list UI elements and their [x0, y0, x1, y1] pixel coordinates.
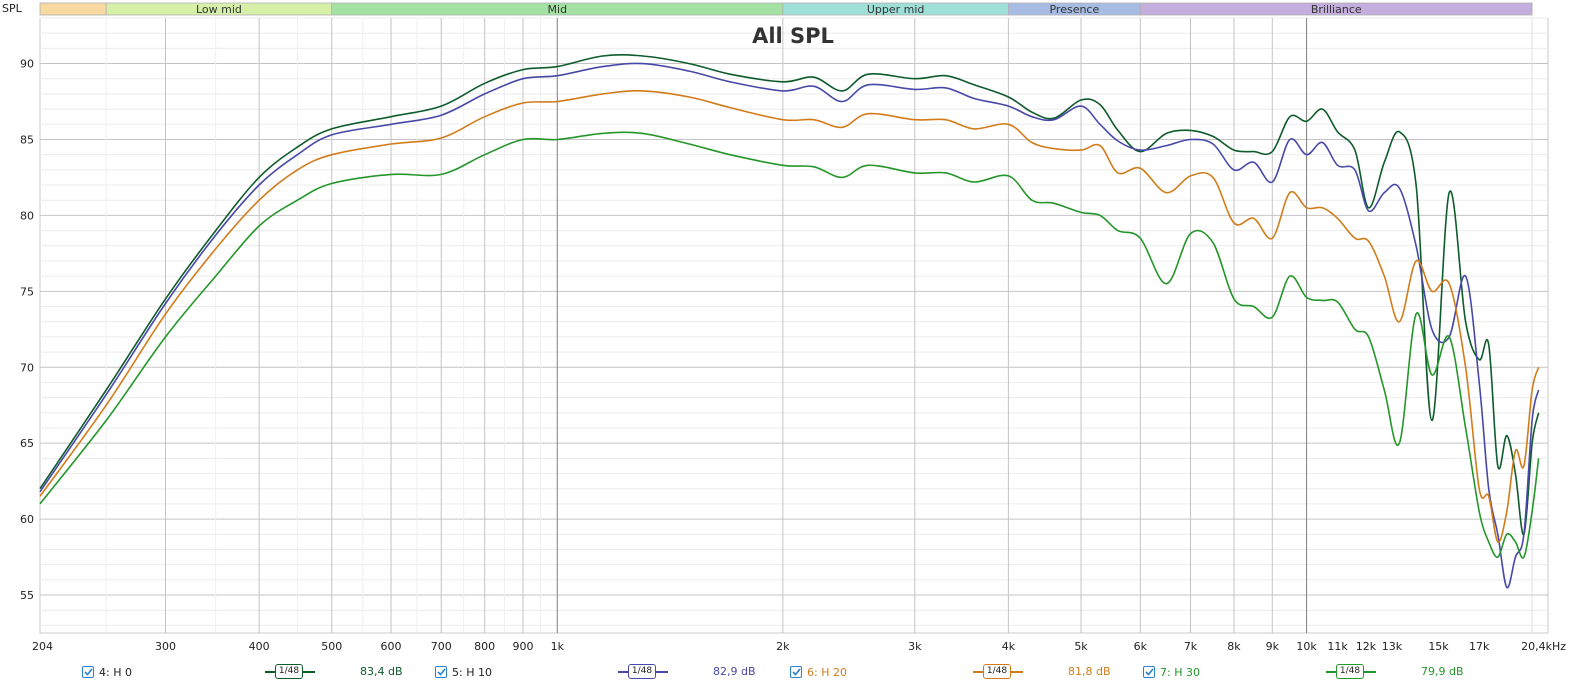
series-line-0: [39, 54, 1540, 536]
grid: [39, 17, 1549, 634]
y-tick-label: 55: [20, 589, 34, 602]
x-tick-label: 20,4kHz: [1521, 640, 1566, 653]
legend-toggle-0[interactable]: 4: H 0: [82, 659, 132, 685]
checkbox-icon[interactable]: [82, 666, 94, 678]
x-tick-label: 300: [155, 640, 176, 653]
x-tick-label: 4k: [1002, 640, 1016, 653]
x-tick-label: 12k: [1356, 640, 1377, 653]
frequency-bands: Low mid Mid Upper mid Presence Brilliance: [39, 2, 1533, 16]
y-tick-label: 90: [20, 58, 34, 71]
x-tick-label: 204: [32, 640, 53, 653]
band-label: Mid: [548, 3, 568, 16]
legend-toggle-1[interactable]: 5: H 10: [435, 659, 492, 685]
y-tick-label: 85: [20, 133, 34, 146]
smoothing-selector[interactable]: 1/48: [618, 664, 668, 679]
x-tick-label: 400: [249, 640, 270, 653]
x-tick-label: 17k: [1469, 640, 1490, 653]
legend-avg-level: 82,9 dB: [713, 665, 756, 678]
y-tick-label: 65: [20, 437, 34, 450]
spl-chart: Low mid Mid Upper mid Presence Brilliance 20…: [2, 2, 1566, 653]
band-label: Brilliance: [1311, 3, 1362, 16]
legend-avg-level: 79,9 dB: [1421, 665, 1464, 678]
legend-series-name: 7: H 30: [1160, 665, 1200, 679]
legend-series-name: 4: H 0: [99, 665, 132, 679]
series-line-3: [39, 131, 1540, 559]
x-tick-label: 15k: [1428, 640, 1449, 653]
band-label: Upper mid: [867, 3, 925, 16]
x-tick-label: 500: [321, 640, 342, 653]
x-tick-label: 900: [512, 640, 533, 653]
legend-avg-level: 83,4 dB: [360, 665, 403, 678]
legend: 4: H 0 1/48 83,4 dB 5: H 10 1/48 82,9 dB 6: H …: [0, 659, 1583, 685]
y-tick-label: 70: [20, 361, 34, 374]
x-tick-label: 6k: [1134, 640, 1148, 653]
checkbox-icon[interactable]: [1143, 666, 1155, 678]
smoothing-selector[interactable]: 1/48: [1326, 664, 1376, 679]
legend-series-name: 5: H 10: [452, 665, 492, 679]
checkbox-icon[interactable]: [790, 666, 802, 678]
x-tick-label: 1k: [551, 640, 565, 653]
band-label: Presence: [1049, 3, 1099, 16]
x-tick-label: 700: [431, 640, 452, 653]
y-tick-label: 80: [20, 209, 34, 222]
y-tick-label: 75: [20, 285, 34, 298]
checkbox-icon[interactable]: [435, 666, 447, 678]
chart-title: All SPL: [752, 24, 834, 48]
x-tick-label: 9k: [1266, 640, 1280, 653]
legend-toggle-3[interactable]: 7: H 30: [1143, 659, 1200, 685]
legend-toggle-2[interactable]: 6: H 20: [790, 659, 847, 685]
series-line-2: [39, 90, 1540, 543]
x-tick-label: 10k: [1296, 640, 1317, 653]
y-axis-ticks: 55 60 65 70 75 80 85 90: [20, 58, 34, 602]
legend-series-name: 6: H 20: [807, 665, 847, 679]
x-tick-label: 800: [474, 640, 495, 653]
x-tick-label: 2k: [776, 640, 790, 653]
x-tick-label: 5k: [1074, 640, 1088, 653]
series-lines: [39, 54, 1540, 589]
smoothing-selector[interactable]: 1/48: [973, 664, 1023, 679]
plot-area: [39, 17, 1549, 634]
x-tick-label: 7k: [1184, 640, 1198, 653]
smoothing-selector[interactable]: 1/48: [265, 664, 315, 679]
x-axis-ticks: 204 300 400 500 600 700 800 900 1k 2k 3k 4k 5k 6k 7k 8k…: [32, 640, 1566, 653]
x-tick-label: 11k: [1327, 640, 1348, 653]
y-tick-label: 60: [20, 513, 34, 526]
x-tick-label: 13k: [1382, 640, 1403, 653]
x-tick-label: 8k: [1227, 640, 1241, 653]
band-0: [39, 2, 107, 16]
band-label: Low mid: [196, 3, 242, 16]
y-axis-label: SPL: [2, 2, 23, 15]
series-line-1: [39, 62, 1540, 589]
band-5: [1139, 2, 1533, 16]
x-tick-label: 3k: [908, 640, 922, 653]
legend-avg-level: 81,8 dB: [1068, 665, 1111, 678]
x-tick-label: 600: [381, 640, 402, 653]
